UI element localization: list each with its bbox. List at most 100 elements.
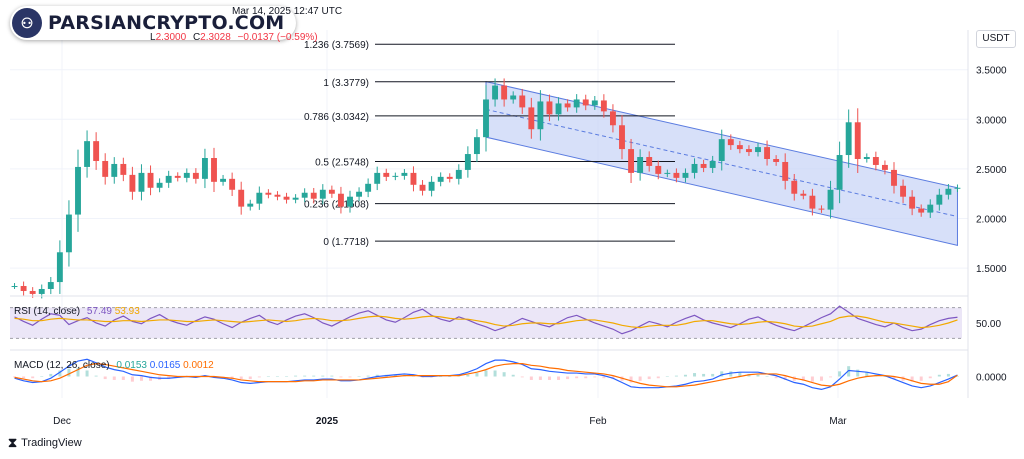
macd-hist-bar — [656, 376, 660, 379]
candle-body — [455, 169, 462, 179]
candle-body — [120, 163, 127, 175]
candle-body — [283, 196, 290, 200]
candle-body — [419, 184, 426, 191]
candle-body — [537, 101, 544, 130]
candle-body — [773, 159, 780, 162]
candle-body — [328, 189, 335, 194]
candle-body — [573, 99, 580, 108]
currency-button[interactable]: USDT — [976, 30, 1016, 48]
candle-body — [392, 175, 399, 177]
candle-body — [809, 195, 816, 209]
fib-label: 0.786 (3.0342) — [304, 112, 369, 123]
candle-body — [56, 252, 63, 283]
macd-hist-bar — [484, 370, 488, 377]
macd-hist-bar — [847, 366, 851, 377]
macd-hist-bar — [357, 376, 361, 377]
tradingview-text: TradingView — [21, 437, 82, 449]
macd-hist-bar — [266, 376, 270, 377]
macd-hist-bar — [58, 370, 62, 377]
candle-body — [356, 191, 363, 197]
candle-body — [528, 107, 535, 130]
candle-body — [918, 208, 925, 213]
candle-body — [129, 174, 136, 192]
candle-body — [174, 175, 181, 178]
candle-body — [745, 149, 752, 153]
macd-hist-bar — [239, 376, 243, 380]
macd-hist-bar — [937, 374, 941, 377]
candle-body — [945, 188, 952, 195]
change-value: −0.0137 (−0.59%) — [237, 32, 318, 43]
macd-hist-bar — [121, 376, 125, 380]
macd-title: MACD (12, 26, close) — [14, 360, 110, 371]
watermark-logo-icon: ⚇ — [12, 8, 42, 38]
candle-body — [818, 208, 825, 210]
candle-body — [727, 139, 734, 146]
macd-hist-bar — [538, 376, 542, 380]
candle-body — [863, 157, 870, 159]
macd-hist-bar — [31, 376, 35, 379]
candle-body — [519, 95, 526, 108]
macd-hist-bar — [683, 374, 687, 377]
candle-body — [619, 125, 625, 150]
candle-body — [29, 290, 36, 294]
candle-body — [718, 139, 725, 161]
macd-hist-bar — [702, 373, 706, 377]
candle-body — [75, 166, 81, 215]
candle-body — [201, 158, 208, 179]
macd-hist-bar — [49, 373, 53, 377]
candle-body — [909, 196, 916, 209]
macd-hist-bar — [76, 367, 80, 377]
x-tick-label: Dec — [53, 416, 71, 427]
tradingview-logo[interactable]: ⧗ TradingView — [8, 435, 82, 451]
macd-hist-bar — [511, 374, 515, 377]
macd-hist-bar — [85, 370, 89, 377]
macd-hist-bar — [919, 376, 923, 381]
ohlc-legend: L2.3000 C2.3028 −0.0137 (−0.59%) — [150, 32, 318, 43]
candle-body — [646, 157, 653, 166]
macd-hist-bar — [810, 376, 814, 382]
candle-body — [156, 182, 163, 188]
macd-hist-bar — [756, 374, 760, 377]
candle-body — [464, 154, 471, 170]
candle-body — [265, 192, 272, 195]
macd-hist-bar — [946, 373, 950, 377]
macd-hist-bar — [584, 376, 588, 379]
macd-hist-bar — [566, 376, 570, 380]
candle-body — [192, 172, 199, 179]
macd-hist-bar — [829, 376, 833, 378]
macd-hist-bar — [230, 376, 234, 379]
macd-hist-bar — [475, 373, 479, 377]
tradingview-icon: ⧗ — [8, 435, 18, 450]
macd-hist-bar — [711, 373, 715, 377]
candle-body — [247, 203, 254, 207]
candle-body — [637, 157, 644, 173]
x-tick-label: 2025 — [316, 416, 339, 427]
macd-hist-bar — [366, 375, 370, 377]
macd-line — [14, 358, 958, 391]
macd-hist-bar — [139, 376, 143, 381]
candle-body — [347, 196, 353, 207]
macd-hist-bar — [647, 376, 651, 380]
macd-hist-bar — [493, 370, 497, 377]
candle-body — [709, 160, 716, 168]
rsi-line — [14, 305, 958, 335]
candle-body — [827, 189, 834, 210]
candle-body — [111, 163, 118, 177]
rsi-legend: RSI (14, close) 57.49 53.93 — [14, 306, 140, 317]
candle-body — [20, 286, 27, 291]
candle-body — [891, 169, 897, 186]
candle-body — [736, 145, 743, 150]
candle-body — [319, 189, 326, 199]
fib-label: 1.236 (3.7569) — [304, 40, 369, 51]
macd-hist-bar — [439, 376, 443, 377]
macd-hist-bar — [838, 371, 842, 377]
candle-body — [437, 176, 444, 182]
rsi-title: RSI (14, close) — [14, 306, 81, 317]
macd-hist-bar — [928, 376, 932, 379]
timestamp: Mar 14, 2025 12:47 UTC — [232, 6, 343, 17]
macd-hist-bar — [856, 369, 860, 377]
macd-hist-bar — [348, 376, 352, 378]
candle-body — [165, 175, 172, 183]
macd-hist-bar — [520, 376, 524, 378]
